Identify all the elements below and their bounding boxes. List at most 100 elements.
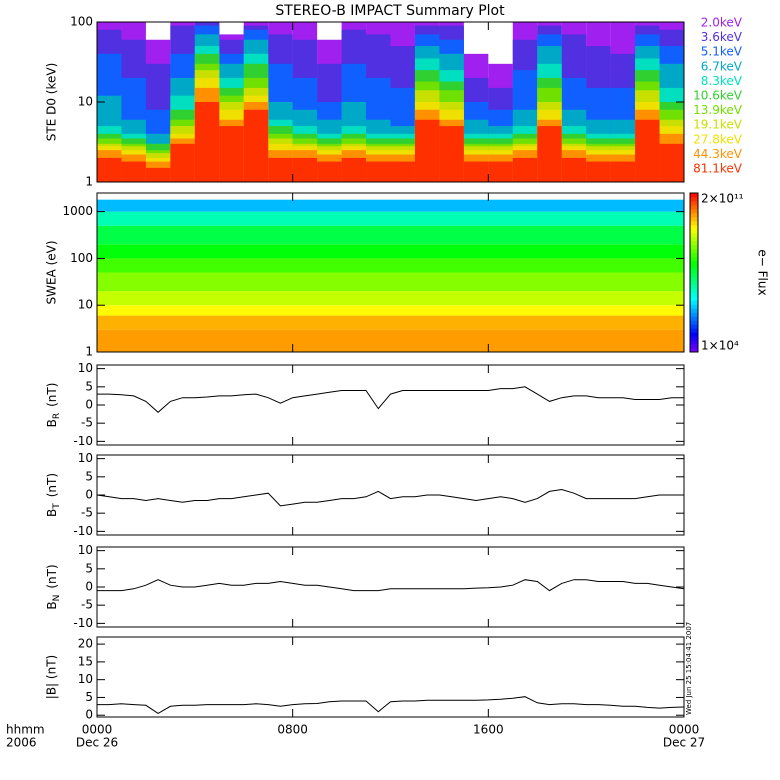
legend-label: 3.6keV: [701, 30, 743, 44]
legend-label: 5.1keV: [701, 45, 743, 59]
spectrogram-band: [97, 305, 684, 316]
panel-frame: [96, 192, 685, 353]
y-tick-label: 0: [85, 488, 93, 502]
y-tick-label: -10: [73, 616, 93, 630]
field-line: [97, 696, 685, 714]
colorbar-cell: [690, 288, 698, 293]
colorbar-cell: [690, 296, 698, 301]
timestamp: Wed Jun 25 15:04:41 2007: [685, 622, 693, 715]
flux-bar: [463, 161, 489, 182]
flux-bar: [439, 126, 464, 182]
y-axis-label: |B| (nT): [45, 655, 59, 699]
colorbar-cell: [690, 272, 698, 277]
field-line: [96, 488, 684, 507]
flux-bar: [659, 143, 684, 182]
y-tick-label: 15: [78, 654, 93, 668]
colorbar-cell: [690, 316, 698, 321]
y-tick-label: 10: [78, 298, 93, 312]
y-axis-label-part: (nT): [45, 383, 59, 407]
colorbar-cell: [690, 212, 698, 218]
plot-title: STEREO-B IMPACT Summary Plot: [275, 3, 505, 19]
flux-bar: [537, 126, 562, 182]
legend-label: 6.7keV: [701, 59, 743, 73]
legend-label: 81.1keV: [693, 162, 743, 176]
flux-bar: [292, 157, 318, 182]
flux-bar: [341, 157, 367, 182]
colorbar-cell: [690, 268, 698, 273]
legend-label: 8.3keV: [701, 74, 743, 88]
y-tick-label: 10: [78, 361, 93, 375]
colorbar-cell: [690, 348, 698, 353]
y-tick-label: 0: [85, 398, 93, 412]
y-tick-label: 5: [85, 561, 93, 575]
y-axis-label-part: B: [45, 419, 59, 427]
colorbar-label: e− Flux: [756, 249, 770, 295]
y-tick-label: -10: [73, 524, 93, 538]
panel-frame: [96, 636, 685, 718]
legend-label: 10.6keV: [693, 89, 743, 103]
x-tick-label: 1600: [473, 723, 504, 737]
colorbar-cell: [690, 216, 698, 222]
colorbar-cell: [690, 300, 698, 305]
y-axis-label-part: R: [52, 413, 62, 419]
colorbar-cell: [690, 276, 698, 281]
x-tick-label: 0800: [277, 723, 308, 737]
colorbar-cell: [690, 252, 698, 258]
colorbar-cell: [690, 260, 698, 266]
legend-label: 44.3keV: [693, 147, 743, 161]
y-axis-label-part: (nT): [45, 564, 59, 588]
y-tick-label: 10: [78, 95, 93, 109]
colorbar-cell: [690, 224, 698, 230]
colorbar-cell: [690, 248, 698, 254]
colorbar-cell: [690, 336, 698, 341]
flux-bar: [635, 119, 660, 182]
y-axis-label: BT (nT): [45, 473, 62, 517]
colorbar-cell: [690, 332, 698, 337]
x-axis-prefix: 2006: [6, 736, 37, 750]
spectrogram-band: [97, 291, 684, 306]
y-axis-label-part: B: [45, 601, 59, 609]
spectrogram-band: [97, 272, 684, 292]
flux-bar: [317, 161, 342, 182]
colorbar-cell: [690, 284, 698, 289]
y-tick-label: -5: [81, 598, 93, 612]
y-tick-label: 20: [78, 637, 93, 651]
x-date-label: Dec 27: [663, 736, 705, 750]
flux-bar: [390, 161, 415, 182]
y-axis-label-part: T: [52, 503, 62, 510]
flux-bar: [145, 167, 171, 182]
colorbar-cell: [690, 244, 698, 250]
x-tick-label: 0000: [669, 723, 700, 737]
legend-label: 2.0keV: [701, 16, 743, 30]
colorbar-cell: [690, 256, 698, 262]
x-tick-label: 0000: [82, 723, 113, 737]
spectrogram-band: [97, 225, 684, 245]
colorbar-cell: [690, 320, 698, 325]
panel: 2×10¹¹ 1×10⁴ e− Flux 1 10 100 1000 SWEA (eV): [45, 192, 770, 359]
flux-bar: [366, 161, 391, 182]
y-tick-label: 5: [85, 469, 93, 483]
colorbar-cell: [690, 344, 698, 349]
y-tick-label: 0: [85, 708, 93, 722]
colorbar-cell: [690, 208, 698, 214]
flux-bar: [586, 161, 611, 182]
flux-bar: [170, 143, 195, 182]
colorbar-cell: [690, 204, 698, 210]
flux-bar: [268, 157, 293, 182]
colorbar-cell: [690, 308, 698, 313]
spectrogram-band: [97, 199, 684, 212]
legend-label: 13.9keV: [693, 103, 743, 117]
spectrogram-band: [97, 244, 684, 259]
colorbar-cell: [690, 193, 698, 198]
colorbar-cell: [690, 292, 698, 297]
colorbar-cell: [690, 324, 698, 329]
y-tick-label: 1: [85, 345, 93, 359]
spectrogram-band: [97, 211, 684, 226]
colorbar-cell: [690, 232, 698, 238]
flux-bar: [488, 161, 513, 182]
field-line: [97, 386, 684, 413]
flux-bar: [219, 126, 244, 182]
y-tick-label: 1000: [62, 204, 93, 218]
